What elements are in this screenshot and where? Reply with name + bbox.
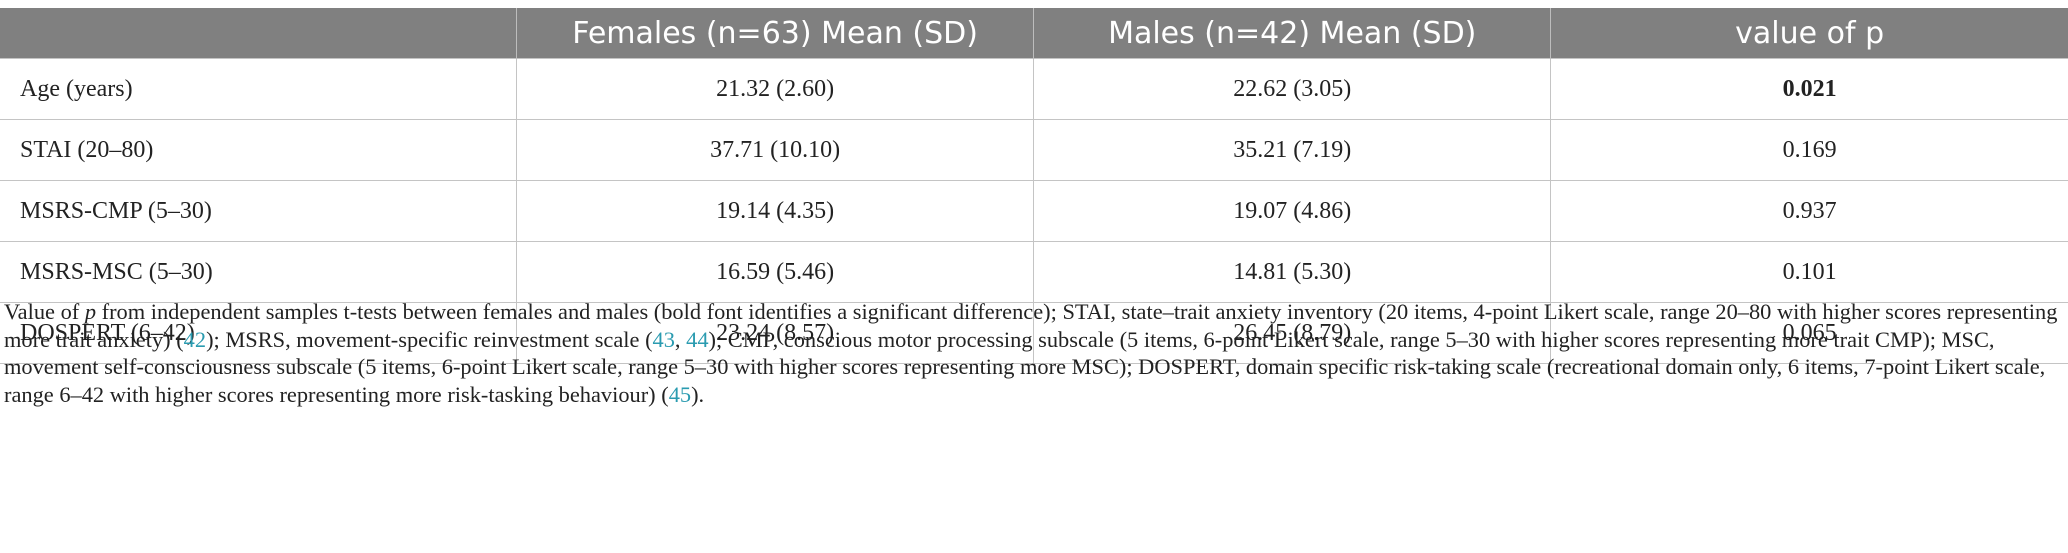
table-cell: 21.32 (2.60) <box>516 58 1035 120</box>
table-cell: 0.065 <box>1550 302 2068 364</box>
footnote-text: from independent samples t-tests between… <box>4 299 2058 352</box>
table-cell: 23.24 (8.57) <box>516 302 1035 364</box>
footnote-italic: p <box>84 299 97 324</box>
table: Females (n=63) Mean (SD) Males (n=42) Me… <box>0 8 2068 364</box>
footnote: Value of p from independent samples t-te… <box>4 298 2064 408</box>
row-label: DOSPERT (6–42) <box>0 302 517 364</box>
header-row: Females (n=63) Mean (SD) Males (n=42) Me… <box>0 8 2068 59</box>
table-cell: 0.101 <box>1550 241 2068 303</box>
footnote-text: ); CMP, conscious motor processing subsc… <box>4 326 2046 407</box>
table-cell: 0.169 <box>1550 119 2068 181</box>
table-cell: 14.81 (5.30) <box>1033 241 1552 303</box>
row-label: STAI (20–80) <box>0 119 517 181</box>
row-label: MSRS-CMP (5–30) <box>0 180 517 242</box>
table-cell: 35.21 (7.19) <box>1033 119 1552 181</box>
header-cell: Females (n=63) Mean (SD) <box>516 8 1035 59</box>
header-cell: Males (n=42) Mean (SD) <box>1033 8 1552 59</box>
table-row: DOSPERT (6–42) 23.24 (8.57) 26.45 (8.79) 0.… <box>0 302 2068 364</box>
table-cell: 16.59 (5.46) <box>516 241 1035 303</box>
footnote-text: ). <box>691 381 705 407</box>
table-cell: 37.71 (10.10) <box>516 119 1035 181</box>
table-row: MSRS-CMP (5–30) 19.14 (4.35) 19.07 (4.86) 0… <box>0 180 2068 242</box>
reference-link[interactable]: 44 <box>686 326 709 352</box>
table-row: STAI (20–80) 37.71 (10.10) 35.21 (7.19) 0.1… <box>0 119 2068 181</box>
table-cell: 19.14 (4.35) <box>516 180 1035 242</box>
reference-link[interactable]: 43 <box>652 326 675 352</box>
footnote-text: , <box>674 326 687 352</box>
header-cell: value of p <box>1550 8 2068 59</box>
table-cell: 22.62 (3.05) <box>1033 58 1552 120</box>
table-cell: 0.021 <box>1550 58 2068 120</box>
footnote-text: ); MSRS, movement-specific reinvestment … <box>206 326 653 352</box>
row-label: MSRS-MSC (5–30) <box>0 241 517 303</box>
footnote-text: Value of <box>4 299 85 324</box>
row-label: Age (years) <box>0 58 517 120</box>
table-cell: 26.45 (8.79) <box>1033 302 1552 364</box>
header-cell <box>0 8 517 59</box>
reference-link[interactable]: 45 <box>668 381 692 407</box>
reference-link[interactable]: 42 <box>183 326 207 352</box>
table-row: Age (years) 21.32 (2.60) 22.62 (3.05) 0.021 <box>0 58 2068 120</box>
table-cell: 0.937 <box>1550 180 2068 242</box>
table-row: MSRS-MSC (5–30) 16.59 (5.46) 14.81 (5.30) 0… <box>0 241 2068 303</box>
table-cell: 19.07 (4.86) <box>1033 180 1552 242</box>
